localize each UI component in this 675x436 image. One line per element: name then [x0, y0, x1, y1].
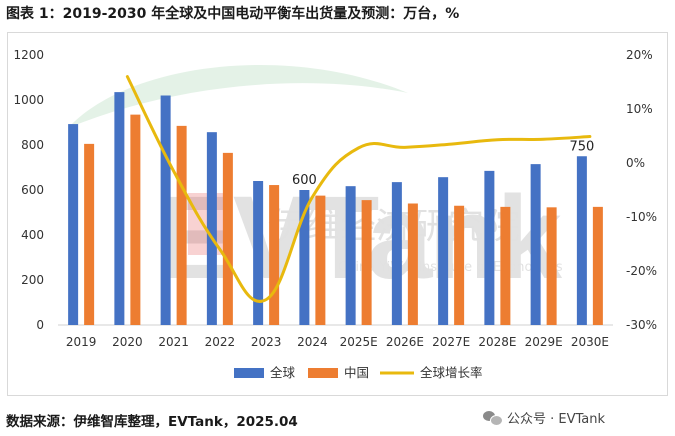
bar-china — [546, 207, 557, 325]
bars-group — [68, 92, 603, 325]
bar-global — [206, 132, 217, 325]
x-axis: 2019 2020 2021 2022 2023 2024 2025E 2026E 2027E 2… — [66, 335, 609, 349]
left-tick-label: 800 — [21, 138, 44, 152]
watermark-swoosh — [68, 64, 408, 128]
annotations: 600 750 — [292, 139, 594, 188]
right-tick-label: -20% — [626, 264, 657, 278]
bar-global — [484, 170, 495, 325]
x-tick-label: 2025E — [340, 335, 378, 349]
x-tick-label: 2023 — [251, 335, 282, 349]
right-tick-label: 20% — [626, 48, 653, 62]
bar-china — [84, 143, 95, 325]
growth-line — [125, 75, 592, 303]
bar-global — [576, 156, 587, 325]
left-axis: 0 200 400 600 800 1000 1200 — [13, 48, 44, 332]
bar-global — [114, 92, 125, 325]
right-tick-label: 10% — [626, 102, 653, 116]
x-tick-label: 2020 — [112, 335, 143, 349]
legend-label-global: 全球 — [270, 365, 296, 380]
chart-svg: EVTank 伊维经济研究院 China YiWei Institute of … — [13, 48, 657, 380]
data-label: 600 — [292, 173, 317, 188]
bar-china — [130, 114, 141, 325]
source-note: 数据来源：伊维智库整理，EVTank，2025.04 — [6, 414, 298, 430]
bar-china — [176, 125, 187, 325]
x-tick-label: 2027E — [432, 335, 470, 349]
page-title: 图表 1：2019-2030 年全球及中国电动平衡车出货量及预测：万台，% — [6, 6, 460, 22]
x-tick-label: 2022 — [205, 335, 236, 349]
left-tick-label: 0 — [36, 318, 44, 332]
bar-china — [592, 206, 603, 325]
x-tick-label: 2019 — [66, 335, 97, 349]
bar-china — [500, 206, 511, 325]
wechat-credit: 公众号 · EVTank — [483, 408, 605, 427]
left-tick-label: 1000 — [13, 93, 44, 107]
data-label: 750 — [569, 139, 594, 154]
bar-global — [438, 177, 449, 325]
right-tick-label: -30% — [626, 318, 657, 332]
right-tick-label: 0% — [626, 156, 645, 170]
bar-global — [299, 190, 310, 325]
growth-line-group — [125, 75, 592, 303]
wechat-icon — [483, 410, 503, 426]
bar-china — [269, 185, 280, 325]
legend: 全球 中国 全球增长率 — [234, 365, 483, 380]
legend-swatch-global — [234, 368, 264, 378]
x-tick-label: 2028E — [478, 335, 516, 349]
x-tick-label: 2021 — [158, 335, 189, 349]
legend-label-china: 中国 — [344, 365, 369, 380]
bar-china — [454, 205, 465, 325]
x-tick-label: 2030E — [571, 335, 609, 349]
bar-china — [361, 200, 372, 325]
legend-swatch-china — [308, 368, 338, 378]
chart-frame: EVTank 伊维经济研究院 China YiWei Institute of … — [7, 32, 668, 396]
bar-global — [391, 182, 402, 325]
right-tick-label: -10% — [626, 210, 657, 224]
bar-global — [253, 181, 264, 325]
bar-china — [315, 195, 326, 325]
wechat-text: 公众号 · EVTank — [507, 412, 606, 427]
bar-china — [222, 152, 233, 325]
bar-global — [345, 186, 356, 325]
watermark-en-text: China YiWei Institute of Economics — [338, 260, 563, 275]
bar-global — [530, 164, 541, 325]
left-tick-label: 200 — [21, 273, 44, 287]
bar-china — [407, 203, 418, 325]
left-tick-label: 1200 — [13, 48, 44, 62]
right-axis: -30% -20% -10% 0% 10% 20% — [626, 48, 657, 332]
x-tick-label: 2026E — [386, 335, 424, 349]
left-tick-label: 400 — [21, 228, 44, 242]
x-tick-label: 2029E — [525, 335, 563, 349]
bar-global — [160, 95, 171, 325]
legend-label-growth: 全球增长率 — [420, 365, 483, 380]
x-tick-label: 2024 — [297, 335, 328, 349]
left-tick-label: 600 — [21, 183, 44, 197]
bar-global — [68, 124, 79, 325]
